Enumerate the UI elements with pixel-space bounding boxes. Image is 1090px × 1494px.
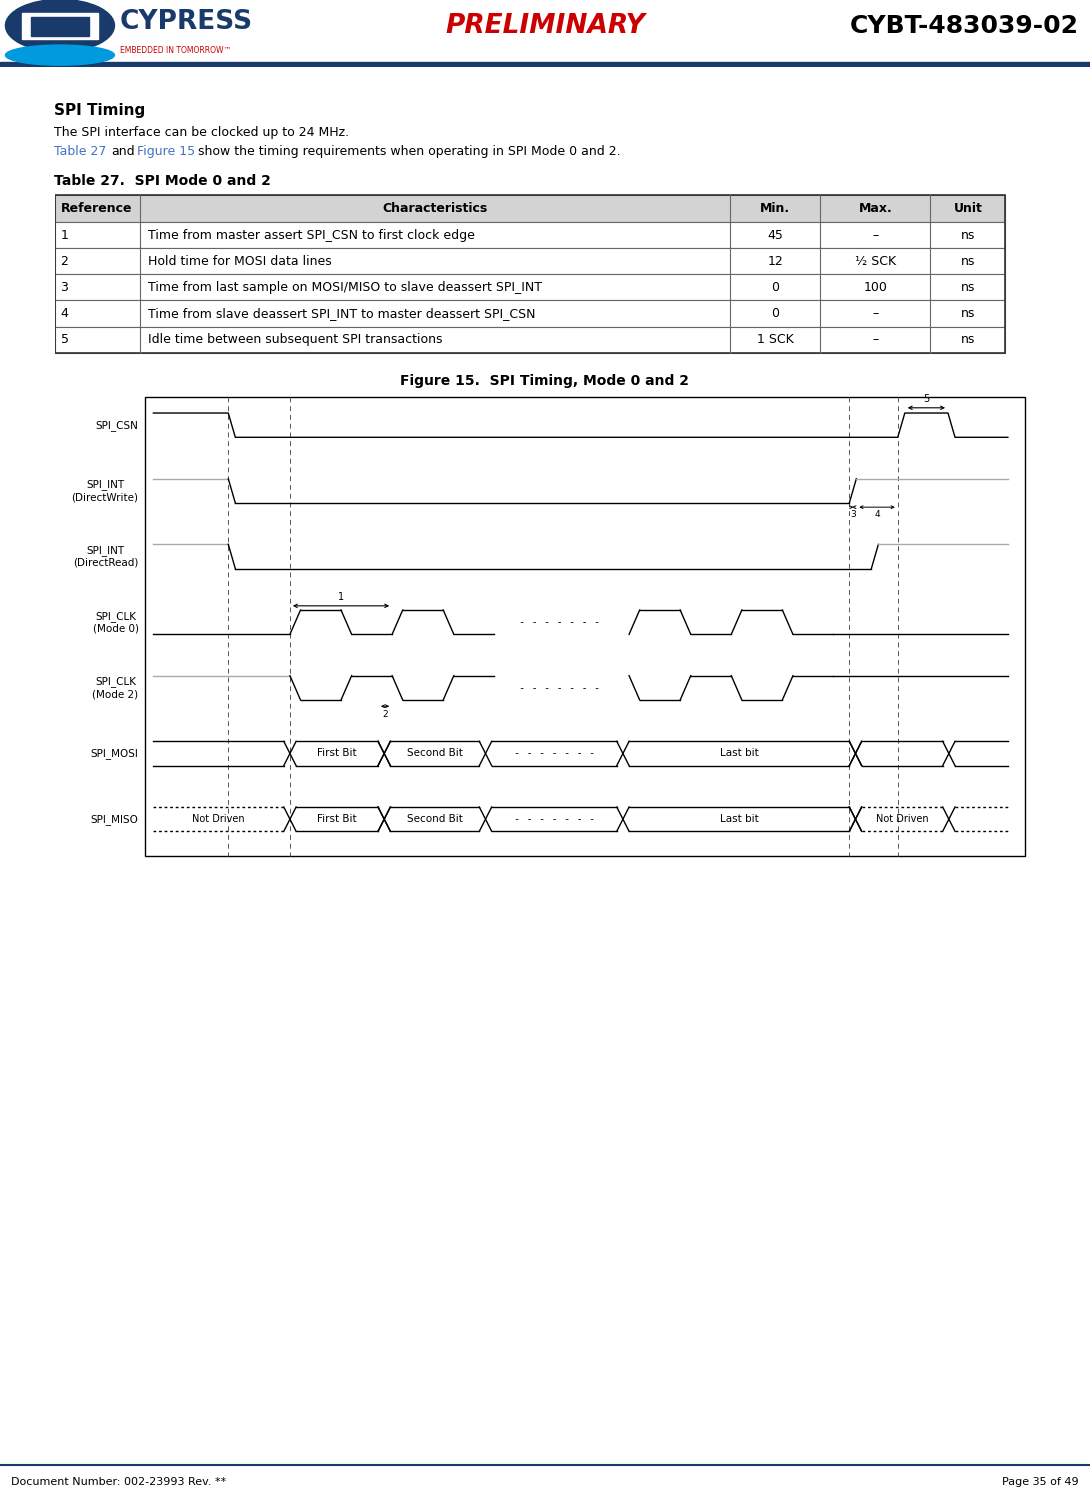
Text: 0: 0 (772, 308, 779, 320)
Text: Characteristics: Characteristics (383, 202, 487, 215)
Text: 2: 2 (61, 255, 69, 267)
Ellipse shape (5, 45, 114, 66)
Text: 1: 1 (61, 229, 69, 242)
Text: Figure 15.  SPI Timing, Mode 0 and 2: Figure 15. SPI Timing, Mode 0 and 2 (400, 374, 690, 387)
Text: Unit: Unit (954, 202, 982, 215)
Text: Time from last sample on MOSI/MISO to slave deassert SPI_INT: Time from last sample on MOSI/MISO to sl… (147, 281, 542, 294)
Ellipse shape (5, 0, 114, 52)
Text: Last bit: Last bit (719, 748, 759, 759)
Text: - - - - - - -: - - - - - - - (513, 748, 595, 759)
Text: SPI_CLK
(Mode 2): SPI_CLK (Mode 2) (93, 677, 138, 699)
Bar (54, 300, 1005, 327)
Text: Second Bit: Second Bit (407, 814, 463, 825)
Text: show the timing requirements when operating in SPI Mode 0 and 2.: show the timing requirements when operat… (197, 145, 620, 158)
Text: –: – (872, 333, 879, 347)
Text: Not Driven: Not Driven (876, 814, 929, 825)
Text: First Bit: First Bit (317, 748, 356, 759)
Text: SPI_CSN: SPI_CSN (96, 420, 138, 430)
Bar (0, 61, 1090, 67)
Text: 1 SCK: 1 SCK (756, 333, 794, 347)
Text: 5: 5 (923, 393, 930, 403)
Text: - - - - - - -: - - - - - - - (519, 683, 601, 693)
Text: ½ SCK: ½ SCK (855, 255, 896, 267)
Text: ns: ns (960, 308, 976, 320)
Text: CYBT-483039-02: CYBT-483039-02 (850, 13, 1079, 37)
Text: Table 27.  SPI Mode 0 and 2: Table 27. SPI Mode 0 and 2 (54, 175, 271, 188)
Text: SPI Timing: SPI Timing (54, 103, 146, 118)
Text: 4: 4 (874, 511, 880, 520)
Bar (54, 196, 1005, 353)
Text: CYPRESS: CYPRESS (120, 9, 253, 34)
Text: Document Number: 002-23993 Rev. **: Document Number: 002-23993 Rev. ** (11, 1478, 226, 1488)
Text: 3: 3 (61, 281, 69, 294)
Bar (54, 196, 1005, 223)
Text: 0: 0 (772, 281, 779, 294)
Text: –: – (872, 229, 879, 242)
Text: PRELIMINARY: PRELIMINARY (445, 12, 645, 39)
Text: SPI_INT
(DirectWrite): SPI_INT (DirectWrite) (72, 480, 138, 502)
Text: Page 35 of 49: Page 35 of 49 (1003, 1478, 1079, 1488)
Text: - - - - - - -: - - - - - - - (519, 617, 601, 627)
Text: 5: 5 (61, 333, 69, 347)
Text: Last bit: Last bit (719, 814, 759, 825)
Text: - - - - - - -: - - - - - - - (513, 814, 595, 825)
Text: Min.: Min. (760, 202, 790, 215)
Text: ns: ns (960, 229, 976, 242)
Text: 100: 100 (863, 281, 887, 294)
Bar (145, 396, 1026, 856)
Text: and: and (111, 145, 135, 158)
Text: 45: 45 (767, 229, 784, 242)
Text: EMBEDDED IN TOMORROW™: EMBEDDED IN TOMORROW™ (120, 46, 231, 55)
Text: 1: 1 (338, 592, 344, 602)
Text: ns: ns (960, 333, 976, 347)
Text: Table 27: Table 27 (54, 145, 107, 158)
Text: SPI_CLK
(Mode 0): SPI_CLK (Mode 0) (93, 611, 138, 633)
Bar (54, 327, 1005, 353)
Text: 12: 12 (767, 255, 783, 267)
Text: SPI_MOSI: SPI_MOSI (90, 748, 138, 759)
Bar (54, 248, 1005, 275)
Text: First Bit: First Bit (317, 814, 356, 825)
Bar (22, 13, 98, 39)
Text: Reference: Reference (61, 202, 133, 215)
Text: ns: ns (960, 255, 976, 267)
Bar (31, 18, 89, 36)
Text: –: – (872, 308, 879, 320)
Bar (54, 275, 1005, 300)
Text: Time from master assert SPI_CSN to first clock edge: Time from master assert SPI_CSN to first… (147, 229, 474, 242)
Text: The SPI interface can be clocked up to 24 MHz.: The SPI interface can be clocked up to 2… (54, 125, 350, 139)
Text: Second Bit: Second Bit (407, 748, 463, 759)
Text: Not Driven: Not Driven (192, 814, 245, 825)
Text: 3: 3 (850, 511, 856, 520)
Text: Idle time between subsequent SPI transactions: Idle time between subsequent SPI transac… (147, 333, 443, 347)
Bar (54, 223, 1005, 248)
Text: Hold time for MOSI data lines: Hold time for MOSI data lines (147, 255, 331, 267)
Text: SPI_INT
(DirectRead): SPI_INT (DirectRead) (73, 545, 138, 568)
Text: Max.: Max. (859, 202, 893, 215)
Text: Figure 15: Figure 15 (136, 145, 195, 158)
Text: SPI_MISO: SPI_MISO (90, 814, 138, 825)
Text: ns: ns (960, 281, 976, 294)
Text: Time from slave deassert SPI_INT to master deassert SPI_CSN: Time from slave deassert SPI_INT to mast… (147, 308, 535, 320)
Text: 4: 4 (61, 308, 69, 320)
Text: 2: 2 (383, 711, 388, 720)
